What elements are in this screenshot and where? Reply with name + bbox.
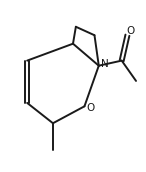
Text: N: N — [101, 59, 108, 69]
Text: O: O — [86, 103, 94, 113]
Text: O: O — [126, 26, 134, 36]
